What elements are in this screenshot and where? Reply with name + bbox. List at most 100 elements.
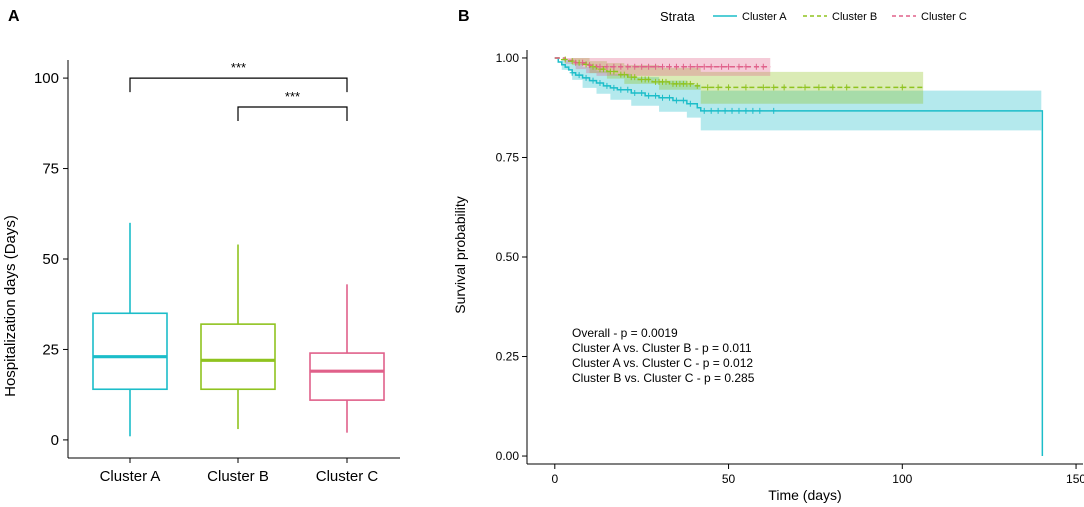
censor-mark bbox=[569, 69, 575, 76]
panel-b-y-tick-label: 1.00 bbox=[496, 51, 520, 65]
censor-mark bbox=[660, 63, 666, 70]
censor-mark bbox=[771, 107, 777, 114]
censor-mark bbox=[760, 84, 766, 91]
significance-label: *** bbox=[231, 60, 246, 75]
censor-mark bbox=[625, 63, 631, 70]
panel-a-x-tick-label: Cluster A bbox=[100, 468, 161, 485]
censor-mark bbox=[569, 58, 575, 65]
significance-bracket bbox=[237, 106, 348, 122]
panel-a-x-tick-label: Cluster B bbox=[207, 468, 269, 485]
censor-mark bbox=[597, 80, 603, 87]
panel-b-x-tick-label: 100 bbox=[892, 472, 912, 486]
censor-mark bbox=[726, 84, 732, 91]
panel-a-y-axis-title: Hospitalization days (Days) bbox=[2, 215, 19, 397]
panel-a-y-tick-label: 75 bbox=[42, 161, 59, 178]
censor-mark bbox=[736, 63, 742, 70]
censor-mark bbox=[719, 63, 725, 70]
box-cluster-c bbox=[309, 284, 385, 433]
censor-mark bbox=[757, 107, 763, 114]
censor-mark bbox=[600, 66, 606, 73]
censor-mark bbox=[715, 84, 721, 91]
censor-mark bbox=[802, 84, 808, 91]
ci-band-cluster-a bbox=[554, 57, 1042, 131]
censor-mark bbox=[580, 59, 586, 66]
censor-mark bbox=[781, 84, 787, 91]
censor-mark bbox=[750, 107, 756, 114]
censor-mark bbox=[660, 94, 666, 101]
legend-entry: Cluster B bbox=[832, 11, 877, 23]
censor-mark bbox=[680, 97, 686, 104]
p-value-annotation: Overall - p = 0.0019 bbox=[572, 326, 678, 340]
panel-b-y-tick-label: 0.75 bbox=[496, 150, 520, 164]
legend-entry: Cluster C bbox=[921, 11, 967, 23]
censor-mark bbox=[830, 84, 836, 91]
censor-mark bbox=[611, 63, 617, 70]
panel-b-x-tick-label: 50 bbox=[722, 472, 736, 486]
censor-mark bbox=[705, 84, 711, 91]
censor-mark bbox=[736, 107, 742, 114]
censor-mark bbox=[646, 76, 652, 83]
legend-entry: Cluster A bbox=[742, 11, 787, 23]
censor-mark bbox=[687, 80, 693, 87]
panel-a-x-tick-label: Cluster C bbox=[316, 468, 379, 485]
box-iqr bbox=[309, 352, 385, 401]
censor-mark bbox=[576, 72, 582, 79]
panel-a-y-tick-label: 100 bbox=[34, 70, 59, 87]
censor-mark bbox=[604, 82, 610, 89]
censor-mark bbox=[653, 92, 659, 99]
box-iqr bbox=[92, 312, 168, 391]
censor-mark bbox=[632, 63, 638, 70]
censor-mark bbox=[743, 63, 749, 70]
ci-band-cluster-b bbox=[554, 57, 924, 104]
panel-b-y-tick-label: 0.00 bbox=[496, 449, 520, 463]
panel-b-x-axis-title: Time (days) bbox=[768, 487, 841, 503]
censor-mark bbox=[573, 59, 579, 66]
censor-mark bbox=[618, 63, 624, 70]
censor-mark bbox=[726, 63, 732, 70]
panel-a-y-tick-label: 25 bbox=[42, 341, 59, 358]
censor-mark bbox=[708, 107, 714, 114]
censor-mark bbox=[562, 56, 568, 63]
censor-mark bbox=[743, 107, 749, 114]
panel-a-label: A bbox=[8, 8, 20, 25]
censor-mark bbox=[632, 89, 638, 96]
censor-mark bbox=[646, 92, 652, 99]
censor-mark bbox=[621, 71, 627, 78]
censor-mark bbox=[673, 97, 679, 104]
panel-b-label: B bbox=[458, 8, 470, 25]
box-cluster-a bbox=[92, 222, 168, 437]
box-iqr bbox=[200, 323, 276, 391]
censor-mark bbox=[701, 63, 707, 70]
censor-mark bbox=[666, 94, 672, 101]
censor-mark bbox=[715, 107, 721, 114]
legend-title: Strata bbox=[660, 9, 695, 24]
censor-mark bbox=[663, 78, 669, 85]
censor-mark bbox=[639, 89, 645, 96]
censor-mark bbox=[722, 107, 728, 114]
panel-b-axes: 0.00 0.25 0.50 0.75 1.00 0 50 100 150 bbox=[496, 50, 1084, 486]
censor-mark bbox=[587, 62, 593, 69]
censor-mark bbox=[680, 63, 686, 70]
censor-mark bbox=[760, 63, 766, 70]
p-value-annotation: Cluster A vs. Cluster C - p = 0.012 bbox=[572, 356, 753, 370]
panel-b-y-tick-label: 0.25 bbox=[496, 350, 520, 364]
censor-mark bbox=[844, 84, 850, 91]
censor-mark bbox=[618, 86, 624, 93]
censor-mark bbox=[666, 63, 672, 70]
censor-mark bbox=[583, 74, 589, 81]
p-value-annotations: Overall - p = 0.0019 Cluster A vs. Cluste… bbox=[572, 326, 755, 385]
censor-mark bbox=[694, 63, 700, 70]
censor-mark bbox=[816, 84, 822, 91]
censor-mark bbox=[639, 63, 645, 70]
significance-layer: *** *** bbox=[129, 60, 348, 122]
legend: Strata Cluster A Cluster B Cluster C bbox=[660, 9, 967, 24]
box-cluster-b bbox=[200, 244, 276, 430]
panel-a-y-tick-label: 50 bbox=[42, 251, 59, 268]
censor-mark bbox=[771, 84, 777, 91]
censor-mark bbox=[743, 84, 749, 91]
significance-bracket bbox=[129, 77, 348, 93]
censor-mark bbox=[590, 63, 596, 70]
censor-mark bbox=[632, 74, 638, 81]
panel-a-y-tick-label: 0 bbox=[51, 432, 59, 449]
